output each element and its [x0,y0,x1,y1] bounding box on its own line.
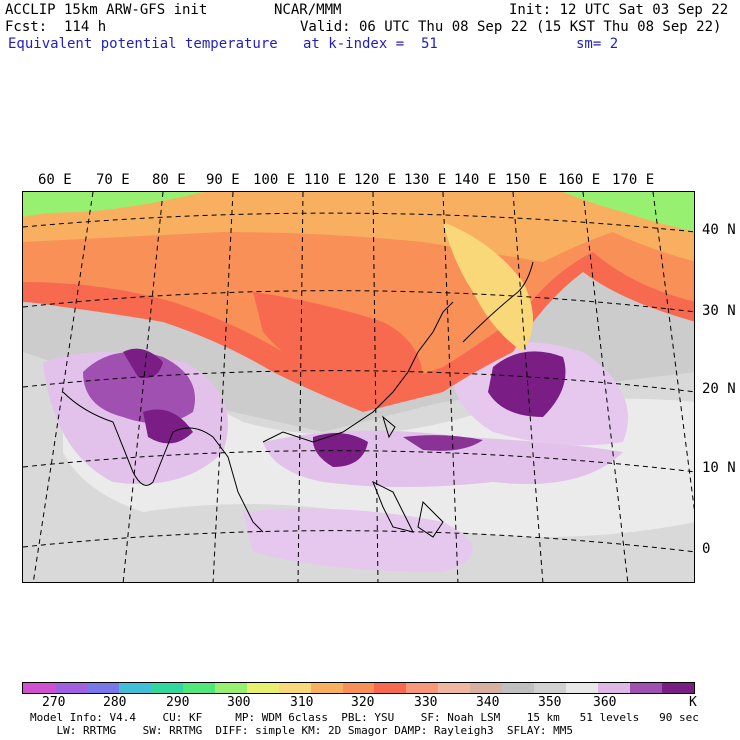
cool-region-north [563,192,694,232]
valid-time: Valid: 06 UTC Thu 08 Sep 22 (15 KST Thu … [300,19,722,35]
lon-label: 60 E [38,172,72,188]
graticule-lon [372,192,379,582]
colorbar-tick: 320 [351,695,375,710]
colorbar-swatch [406,683,439,693]
core-india-dark [123,348,163,378]
colorbar-swatch [310,683,343,693]
colorbar-swatch [598,683,631,693]
warm-band-orange [23,192,694,262]
lon-label: 140 E [454,172,497,188]
colorbar-swatch [86,683,119,693]
graticule-lon [512,192,544,582]
level-label: at k-index = 51 [303,36,438,52]
graticule-lon [212,192,234,582]
core-south-china-sea [312,433,368,467]
coastline-philippines [372,480,414,533]
colorbar-swatch [502,683,535,693]
lat-label: 20 N [702,381,736,397]
lat-label: 10 N [702,460,736,476]
colorbar-swatch [662,683,695,693]
coastline-south-asia [62,391,264,533]
graticule [23,192,694,582]
colorbar-swatch [214,683,247,693]
forecast-hour: Fcst: 114 h [5,19,107,35]
colorbar-swatch [150,683,183,693]
core-philippine-sea [403,435,483,451]
moist-region-equator [243,508,473,572]
warm-core-china [253,292,423,396]
lon-label: 80 E [152,172,186,188]
lon-label: 130 E [404,172,447,188]
lat-label: 0 [702,541,711,557]
lon-label: 70 E [96,172,130,188]
lon-label: 150 E [505,172,548,188]
cool-region-northwest [23,192,203,217]
colorbar-swatch [342,683,375,693]
core-typhoon [488,351,566,417]
lon-label: 110 E [304,172,347,188]
graticule-lon [652,192,694,511]
colorbar-tick: 270 [42,695,66,710]
theta-e-field [23,192,694,582]
init-time: Init: 12 UTC Sat 03 Sep 22 [509,2,729,18]
graticule-lat-10 [23,450,694,473]
colorbar-swatch [23,683,55,693]
colorbar [22,682,695,694]
colorbar-swatch [278,683,311,693]
graticule-lon [32,192,94,582]
graticule-lat-0 [23,530,694,553]
colorbar-swatch [438,683,471,693]
warm-tongue-korea [443,222,533,352]
org-label: NCAR/MMM [274,2,342,18]
graticule-lon [297,192,304,582]
coastline-taiwan [382,415,396,439]
graticule-lat-30 [23,290,694,313]
lon-label: 160 E [558,172,601,188]
core-bay-bengal [143,409,193,444]
colorbar-tick: 360 [593,695,617,710]
colorbar-swatch [534,683,567,693]
colorbar-tick: 310 [290,695,314,710]
lon-label: 100 E [253,172,296,188]
model-title: ACCLIP 15km ARW-GFS init [5,2,208,18]
coastline-mindanao [417,500,444,538]
graticule-lon [442,192,459,582]
model-info-line2: LW: RRTMG SW: RRTMG DIFF: simple KM: 2D … [30,724,574,737]
colorbar-tick: 300 [227,695,251,710]
coastlines [62,261,534,538]
colorbar-unit: K [689,695,697,710]
colorbar-tick: 340 [476,695,500,710]
colorbar-tick: 350 [538,695,562,710]
colorbar-swatch [118,683,151,693]
lon-label: 90 E [206,172,240,188]
colorbar-swatch [54,683,87,693]
lon-label: 120 E [354,172,397,188]
colorbar-swatch [182,683,215,693]
smoothing-label: sm= 2 [576,36,619,52]
colorbar-swatch [470,683,503,693]
colorbar-tick: 330 [414,695,438,710]
colorbar-swatch [566,683,599,693]
coastline-japan [462,261,534,343]
map-panel [22,191,695,583]
graticule-lon [582,192,629,582]
colorbar-tick: 290 [166,695,190,710]
graticule-lat-40 [23,212,694,233]
colorbar-tick: 280 [103,695,127,710]
coastline-china [262,301,454,443]
core-india [83,352,195,424]
field-name: Equivalent potential temperature [8,36,278,52]
colorbar-swatch [246,683,279,693]
colorbar-swatch [374,683,407,693]
lat-label: 40 N [702,222,736,238]
graticule-lon [122,192,164,582]
colorbar-swatch [630,683,663,693]
lat-label: 30 N [702,303,736,319]
graticule-lat-20 [23,370,694,393]
lon-label: 170 E [612,172,655,188]
model-info-line1: Model Info: V4.4 CU: KF MP: WDM 6class P… [30,711,699,724]
